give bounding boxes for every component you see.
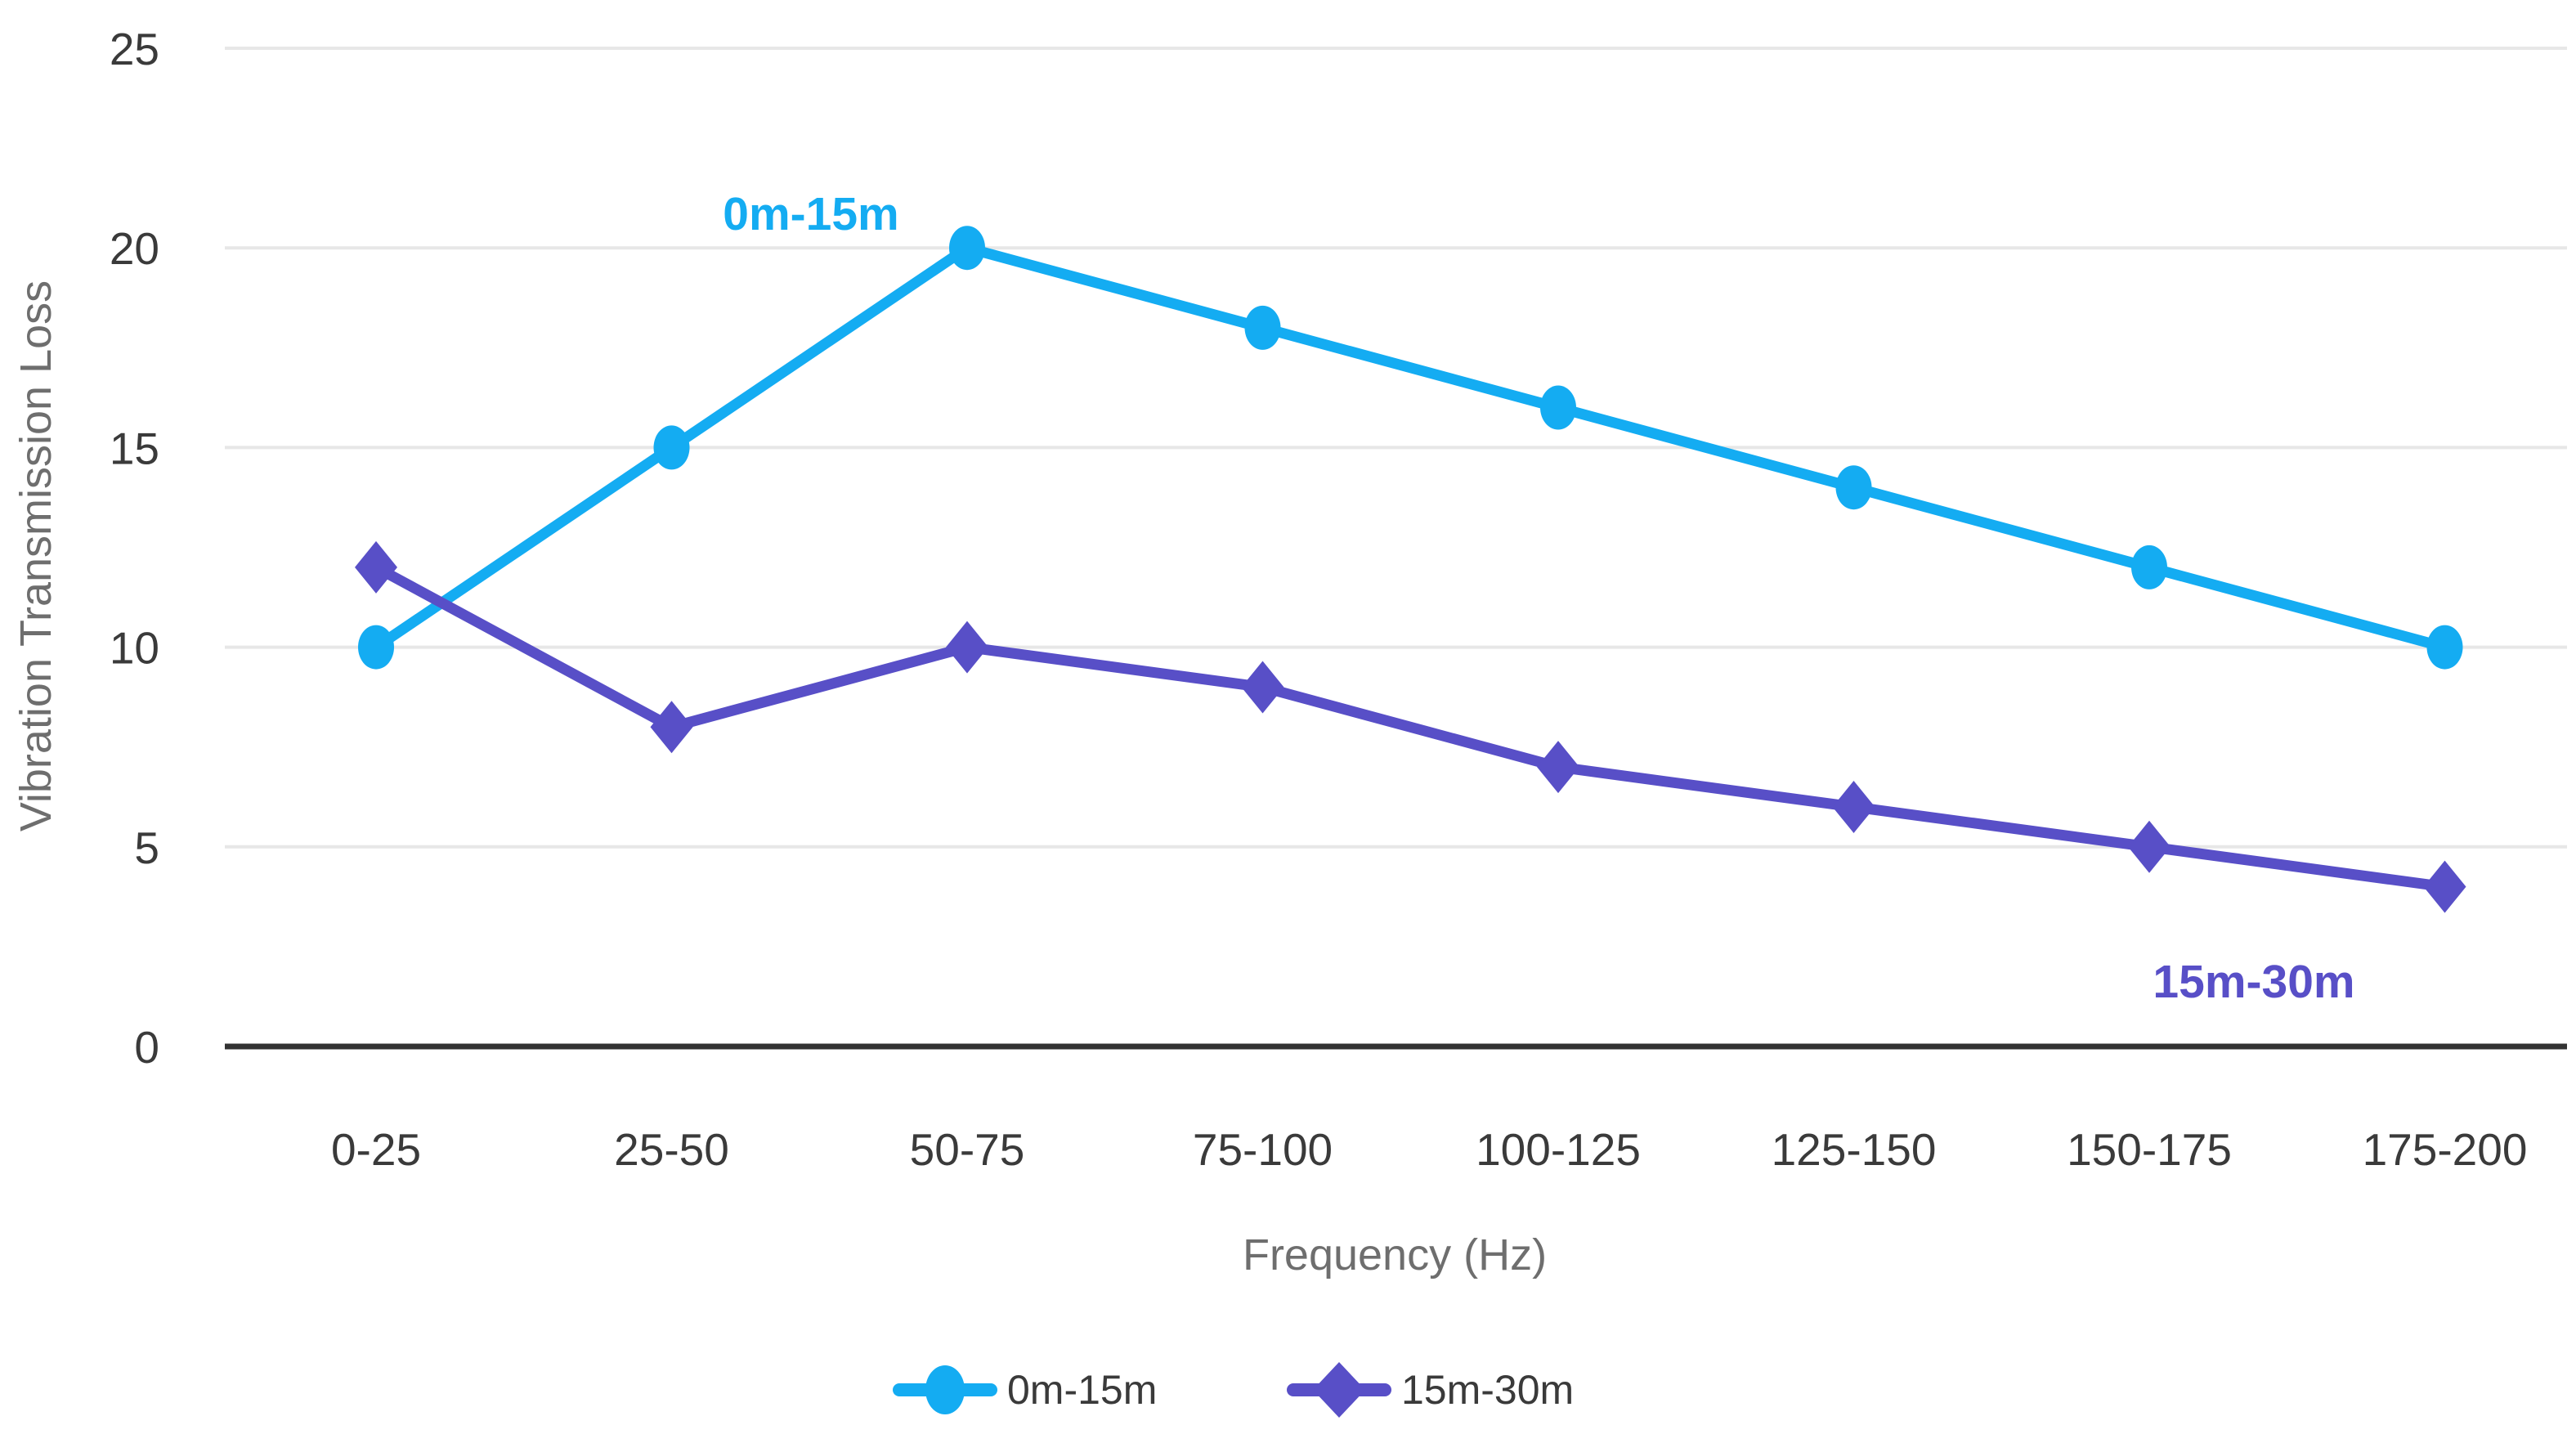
data-point-marker-circle (358, 625, 394, 670)
series-line-0m-15m (370, 242, 2450, 653)
x-axis-tick-label: 25-50 (614, 1124, 729, 1175)
x-axis-tick-label: 0-25 (331, 1124, 421, 1175)
legend-label: 0m-15m (1007, 1367, 1157, 1413)
data-point-marker-diamond (2128, 820, 2171, 873)
legend-circle-marker-icon (925, 1365, 965, 1414)
legend: 0m-15m 15m-30m (893, 1362, 1574, 1418)
series-group (355, 226, 2466, 913)
series-inline-label-15m-30m: 15m-30m (2153, 956, 2354, 1008)
series-inline-label-0m-15m: 0m-15m (723, 188, 898, 240)
x-axis-tick-labels-group: 0-25 25-50 50-75 75-100 100-125 125-150 150-17… (331, 1124, 2527, 1175)
data-point-marker-diamond (650, 701, 693, 754)
series-line-15m-30m (370, 562, 2450, 893)
y-axis-tick-label: 15 (110, 423, 159, 473)
x-axis-tick-label: 150-175 (2067, 1124, 2232, 1175)
legend-label: 15m-30m (1401, 1367, 1574, 1413)
data-point-marker-diamond (946, 621, 988, 674)
legend-item-15m-30m: 15m-30m (1287, 1362, 1574, 1418)
data-point-marker-circle (1540, 385, 1576, 430)
data-point-marker-circle (1835, 465, 1872, 510)
y-axis-title: Vibration Transmission Loss (11, 280, 60, 831)
data-point-marker-circle (653, 425, 690, 470)
y-axis-tick-label: 0 (134, 1022, 159, 1073)
data-point-marker-circle (2131, 544, 2167, 589)
gridlines-group (225, 47, 2567, 1050)
x-axis-tick-label: 100-125 (1476, 1124, 1641, 1175)
x-axis-tick-label: 50-75 (910, 1124, 1025, 1175)
y-axis-tick-labels-group: 0 5 10 15 20 25 (110, 24, 159, 1073)
data-point-marker-diamond (1832, 780, 1875, 833)
series-15m-30m (355, 540, 2466, 913)
data-point-marker-diamond (1241, 661, 1284, 714)
x-axis-tick-label: 75-100 (1193, 1124, 1333, 1175)
x-axis-tick-label: 125-150 (1772, 1124, 1937, 1175)
data-point-marker-circle (2426, 625, 2463, 670)
data-point-marker-diamond (355, 540, 397, 594)
data-point-marker-circle (949, 226, 985, 271)
y-axis-tick-label: 25 (110, 24, 159, 74)
data-point-marker-diamond (1537, 741, 1579, 794)
series-annotations-group: 0m-15m 15m-30m (723, 188, 2354, 1008)
y-axis-tick-label: 10 (110, 623, 159, 674)
y-axis-tick-label: 5 (134, 822, 159, 873)
x-axis-title: Frequency (Hz) (1243, 1230, 1547, 1279)
legend-diamond-marker-icon (1313, 1362, 1365, 1418)
data-point-marker-circle (1244, 305, 1281, 350)
data-point-marker-diamond (2423, 860, 2466, 913)
legend-item-0m-15m: 0m-15m (893, 1365, 1157, 1414)
series-0m-15m (358, 226, 2463, 670)
x-axis-tick-label: 175-200 (2363, 1124, 2528, 1175)
y-axis-tick-label: 20 (110, 223, 159, 274)
